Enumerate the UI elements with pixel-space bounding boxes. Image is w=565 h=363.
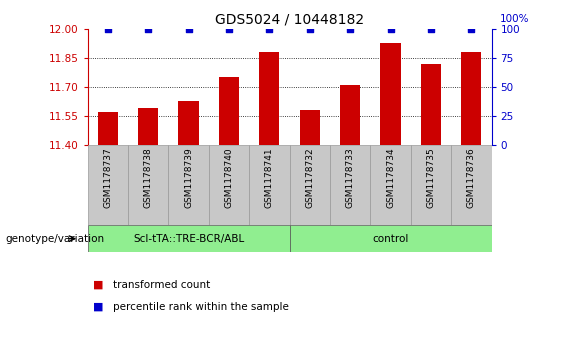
Text: GSM1178733: GSM1178733 [346,148,355,208]
Point [224,26,233,32]
Point [427,26,436,32]
Bar [290,225,492,252]
Text: GSM1178735: GSM1178735 [427,148,436,208]
Bar [330,145,371,225]
Point [265,26,274,32]
Text: GSM1178737: GSM1178737 [103,148,112,208]
Text: ScI-tTA::TRE-BCR/ABL: ScI-tTA::TRE-BCR/ABL [133,234,244,244]
Text: control: control [372,234,408,244]
Text: percentile rank within the sample: percentile rank within the sample [113,302,289,312]
Point [184,26,193,32]
Text: GSM1178732: GSM1178732 [305,148,314,208]
Bar [380,42,401,145]
Bar [290,145,330,225]
Bar [219,77,239,145]
Point [144,26,153,32]
Bar [249,145,289,225]
Bar [411,145,451,225]
Point [346,26,355,32]
Bar [209,145,249,225]
Bar [421,64,441,145]
Text: GSM1178738: GSM1178738 [144,148,153,208]
Point [305,26,314,32]
Bar [98,112,118,145]
Bar [259,52,280,145]
Bar [340,85,360,145]
Bar [371,145,411,225]
Bar [138,109,158,145]
Text: 100%: 100% [499,15,529,24]
Bar [88,225,290,252]
Title: GDS5024 / 10448182: GDS5024 / 10448182 [215,12,364,26]
Text: ■: ■ [93,302,104,312]
Point [467,26,476,32]
Text: transformed count: transformed count [113,280,210,290]
Point [386,26,395,32]
Text: GSM1178734: GSM1178734 [386,148,395,208]
Text: GSM1178740: GSM1178740 [224,148,233,208]
Text: GSM1178736: GSM1178736 [467,148,476,208]
Bar [88,145,128,225]
Bar [451,145,492,225]
Text: genotype/variation: genotype/variation [6,234,105,244]
Bar [128,145,168,225]
Bar [179,101,199,145]
Text: GSM1178741: GSM1178741 [265,148,274,208]
Bar [461,52,481,145]
Bar [168,145,209,225]
Point [103,26,112,32]
Text: ■: ■ [93,280,104,290]
Bar [299,110,320,145]
Text: GSM1178739: GSM1178739 [184,148,193,208]
